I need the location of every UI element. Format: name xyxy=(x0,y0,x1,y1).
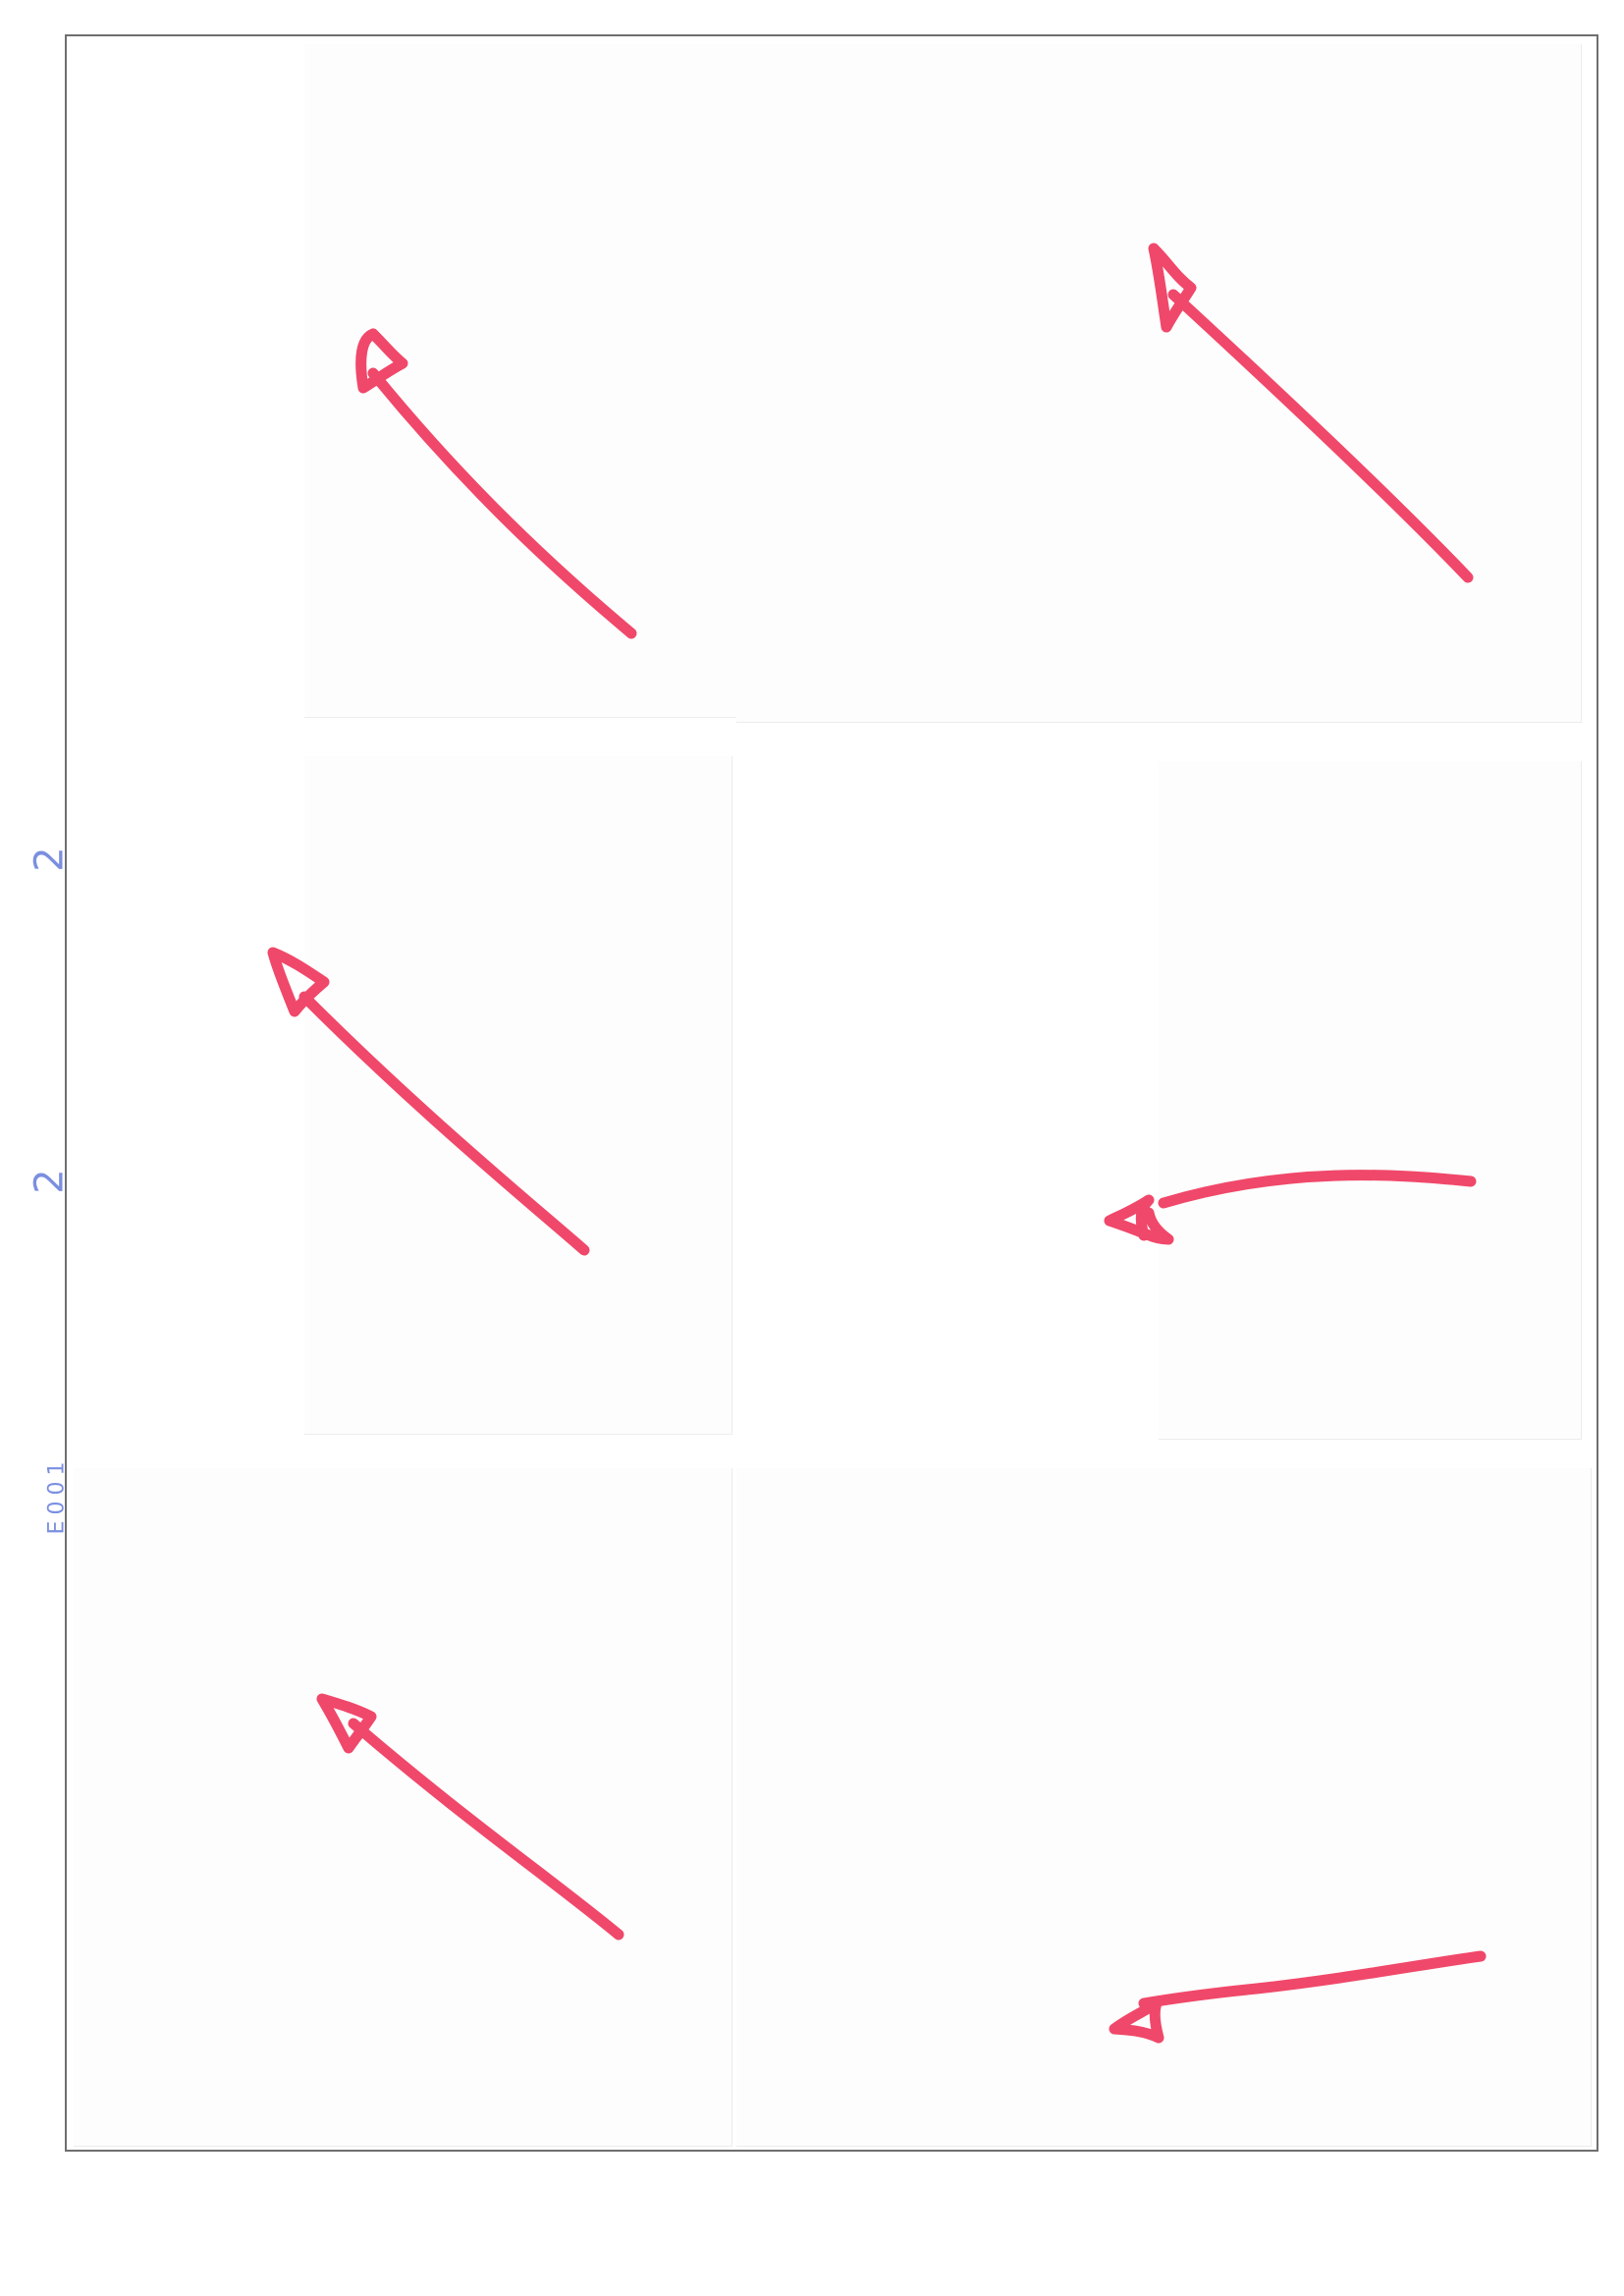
arrow-row-3-left xyxy=(316,1693,624,1941)
panel-row-3-left xyxy=(74,1468,732,2147)
panel-row-2-right xyxy=(1159,761,1582,1440)
page-frame xyxy=(65,34,1598,2152)
panel-row-2-left xyxy=(304,756,732,1435)
panel-row-3-right xyxy=(736,1468,1592,2147)
panel-row-1-right xyxy=(736,44,1582,723)
arrow-row-2-right xyxy=(1104,1170,1477,1245)
arrow-row-2-left xyxy=(267,947,590,1256)
arrow-row-3-right xyxy=(1109,1950,1487,2044)
arrow-row-1-left xyxy=(355,328,637,639)
arrow-row-1-right xyxy=(1148,243,1474,583)
